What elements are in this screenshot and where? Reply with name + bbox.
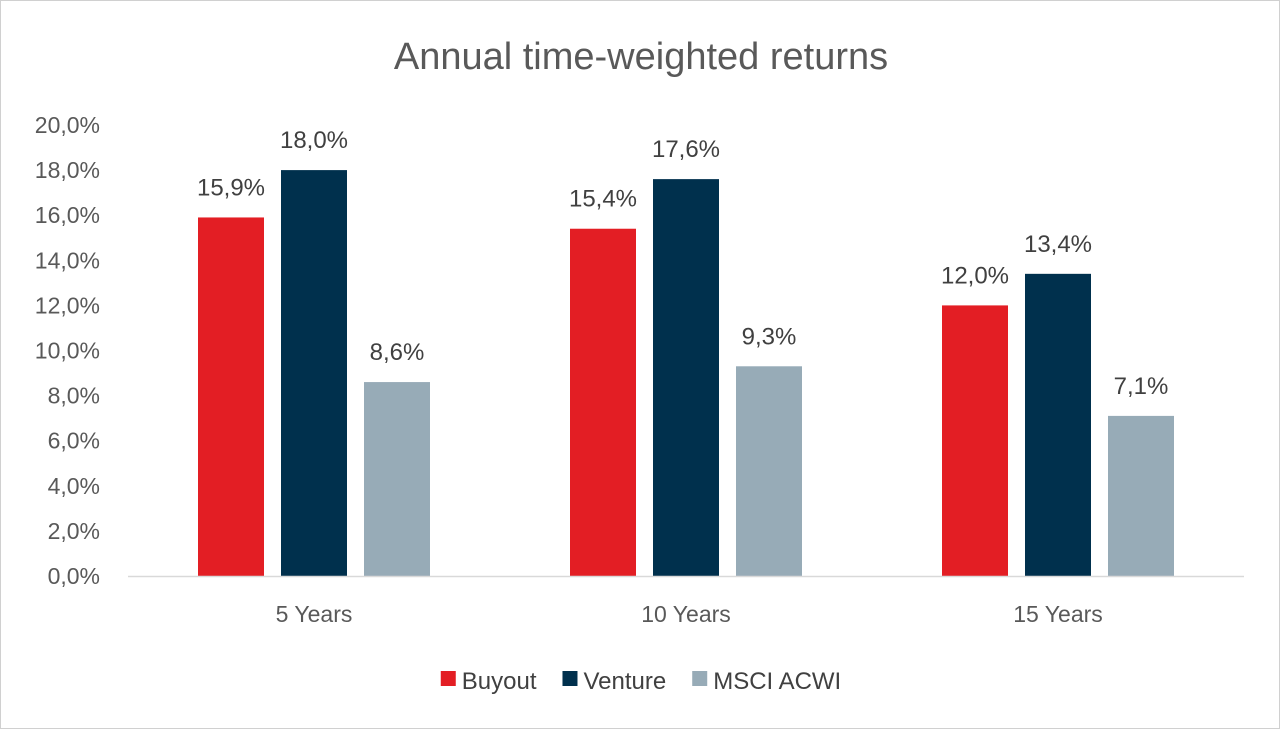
x-axis: 5 Years 10 Years 15 Years [128, 575, 1244, 627]
x-tick-label: 10 Years [641, 601, 731, 627]
y-tick-label: 6,0% [48, 428, 100, 454]
bar-buyout [942, 305, 1008, 576]
legend-swatch [440, 671, 456, 686]
bar-buyout [570, 228, 636, 577]
y-tick-label: 16,0% [35, 202, 100, 228]
legend-item-venture: Venture [562, 668, 666, 695]
bar-msci-acwi [1108, 415, 1174, 576]
data-label: 9,3% [742, 323, 797, 350]
data-label: 15,9% [197, 174, 265, 201]
chart-title: Annual time-weighted returns [394, 36, 888, 78]
data-label: 12,0% [941, 262, 1009, 289]
bar-buyout [198, 217, 264, 576]
data-label: 18,0% [280, 127, 348, 154]
legend-label: MSCI ACWI [713, 668, 841, 695]
bar-venture [653, 179, 719, 576]
data-labels: 15,9% 18,0% 8,6% 15,4% 17,6% 9,3% 12,0% 13,4% 7,… [197, 127, 1168, 400]
data-label: 17,6% [652, 136, 720, 163]
y-tick-label: 2,0% [48, 518, 100, 544]
legend-item-msci-acwi: MSCI ACWI [692, 668, 841, 695]
y-tick-label: 0,0% [48, 563, 100, 589]
legend-label: Buyout [462, 668, 537, 695]
legend: Buyout Venture MSCI ACWI [440, 668, 841, 695]
bar-msci-acwi [736, 366, 802, 576]
x-tick-label: 15 Years [1013, 601, 1103, 627]
y-tick-label: 20,0% [35, 112, 100, 138]
y-axis: 0,0% 2,0% 4,0% 6,0% 8,0% 10,0% 12,0% 14,0% 16,0%… [35, 112, 100, 589]
data-label: 8,6% [370, 339, 425, 366]
bars [198, 170, 1174, 577]
y-tick-label: 4,0% [48, 473, 100, 499]
y-tick-label: 18,0% [35, 157, 100, 183]
legend-label: Venture [583, 668, 666, 695]
legend-swatch [692, 671, 708, 686]
bar-msci-acwi [364, 382, 430, 576]
legend-swatch [562, 671, 578, 686]
y-tick-label: 8,0% [48, 383, 100, 409]
bar-venture [281, 170, 347, 576]
data-label: 13,4% [1024, 231, 1092, 258]
y-tick-label: 12,0% [35, 292, 100, 318]
data-label: 15,4% [569, 186, 637, 213]
y-tick-label: 14,0% [35, 247, 100, 273]
y-tick-label: 10,0% [35, 338, 100, 364]
legend-item-buyout: Buyout [440, 668, 537, 695]
x-tick-label: 5 Years [276, 601, 353, 627]
data-label: 7,1% [1114, 373, 1169, 400]
bar-venture [1025, 273, 1091, 576]
